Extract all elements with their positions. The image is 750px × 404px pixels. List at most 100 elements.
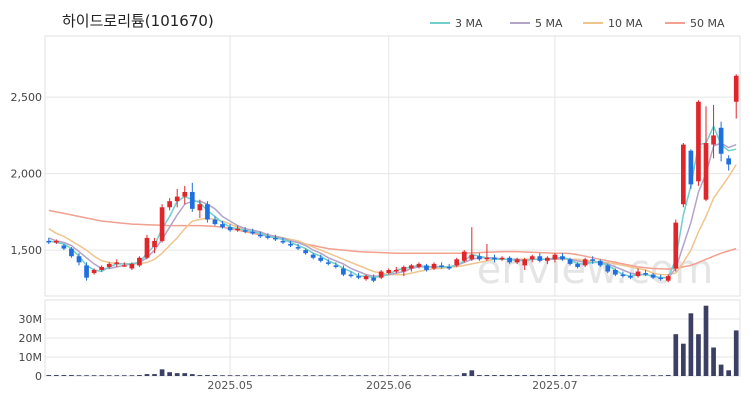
candle-body xyxy=(582,259,588,266)
candle-body xyxy=(99,266,104,270)
candle xyxy=(386,268,392,275)
volume-bar xyxy=(273,375,278,377)
candle xyxy=(227,224,233,232)
candle xyxy=(461,250,467,263)
candle-body xyxy=(273,237,278,240)
volume-bar xyxy=(242,375,248,377)
volume-bar xyxy=(318,375,324,377)
candle-body xyxy=(303,250,308,254)
candle-body xyxy=(189,192,195,209)
volume-bar xyxy=(393,375,399,377)
candle-body xyxy=(220,224,225,228)
candle xyxy=(144,234,150,260)
volume-bar xyxy=(371,375,376,377)
volume-bar xyxy=(61,375,67,376)
candle-body xyxy=(205,204,210,220)
candle-body xyxy=(733,75,739,102)
candle-body xyxy=(371,277,376,281)
volume-bar xyxy=(567,375,573,376)
candle xyxy=(650,273,656,280)
candle-body xyxy=(250,231,256,234)
candle xyxy=(522,257,528,270)
legend-label: 5 MA xyxy=(535,17,563,30)
candle-body xyxy=(333,265,339,267)
candle-body xyxy=(167,201,172,208)
candle-body xyxy=(711,135,716,145)
candle xyxy=(409,263,414,272)
candle-body xyxy=(635,271,641,277)
candle-body xyxy=(152,240,157,248)
volume-bar xyxy=(182,373,188,376)
volume-bar xyxy=(681,343,686,376)
candle xyxy=(348,271,354,278)
candle-body xyxy=(575,263,580,267)
x-tick-label: 2025.07 xyxy=(532,379,578,392)
candle xyxy=(106,262,112,269)
volume-bar xyxy=(220,375,225,377)
volume-bar xyxy=(590,375,596,377)
volume-bar xyxy=(386,375,392,377)
candle xyxy=(341,265,346,277)
volume-bar xyxy=(348,375,354,377)
volume-bar xyxy=(597,375,603,377)
candle xyxy=(703,106,709,202)
candle-body xyxy=(673,222,679,269)
candle xyxy=(635,268,641,278)
candle xyxy=(288,240,293,248)
candle-body xyxy=(295,247,301,249)
candle-body xyxy=(280,240,286,243)
candle xyxy=(61,244,67,251)
candle xyxy=(628,273,633,280)
candle-body xyxy=(318,257,324,261)
volume-bar xyxy=(303,375,308,377)
candle xyxy=(212,216,218,226)
candle-body xyxy=(137,257,142,266)
candle-body xyxy=(46,240,52,243)
candle-body xyxy=(703,143,709,200)
volume-bar xyxy=(69,375,74,376)
candle-body xyxy=(325,262,331,264)
price-tick-label: 1,500 xyxy=(11,244,43,257)
candle xyxy=(295,244,301,251)
volume-bar xyxy=(469,370,475,376)
volume-bar xyxy=(643,375,648,377)
volume-bar xyxy=(106,375,112,377)
candle xyxy=(280,237,286,244)
volume-bar xyxy=(325,375,331,377)
candle xyxy=(325,259,331,266)
candle-body xyxy=(522,259,528,266)
volume-bar xyxy=(620,375,626,377)
candle-body xyxy=(341,268,346,275)
candle xyxy=(590,256,596,264)
candle xyxy=(235,225,240,232)
candle xyxy=(53,239,59,244)
candle-body xyxy=(613,270,618,275)
candle xyxy=(197,199,203,218)
candle-body xyxy=(159,207,165,241)
volume-bar xyxy=(688,313,694,376)
candle xyxy=(688,149,694,189)
volume-tick-label: 30M xyxy=(19,313,43,326)
candle-body xyxy=(227,227,233,231)
candle xyxy=(152,237,157,254)
x-tick-label: 2025.05 xyxy=(207,379,253,392)
volume-bar xyxy=(628,375,633,377)
candle-body xyxy=(529,256,535,260)
candle-body xyxy=(310,254,316,258)
candle-body xyxy=(605,265,611,272)
candle-body xyxy=(696,101,701,182)
volume-bar xyxy=(235,375,240,377)
candle xyxy=(189,182,195,212)
candle xyxy=(711,104,716,159)
volume-bar xyxy=(295,375,301,377)
legend-label: 10 MA xyxy=(608,17,643,30)
legend: 3 MA 5 MA 10 MA 50 MA xyxy=(430,17,725,30)
candle-body xyxy=(363,276,369,280)
candle-body xyxy=(69,248,74,257)
candle-body xyxy=(499,257,505,260)
candle-body xyxy=(681,144,686,205)
candle-body xyxy=(628,276,633,278)
candle xyxy=(303,248,308,255)
candle xyxy=(726,155,732,171)
volume-bar xyxy=(424,375,429,377)
